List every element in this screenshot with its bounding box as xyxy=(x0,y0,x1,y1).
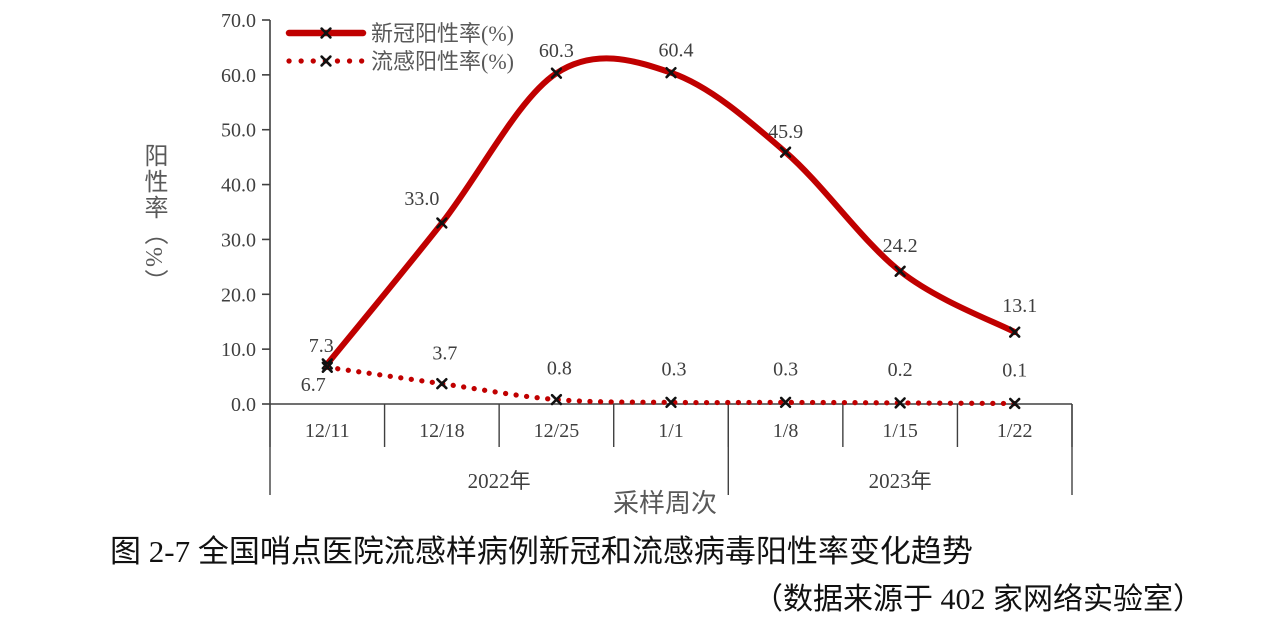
data-label: 7.3 xyxy=(309,335,334,357)
series-marker-0 xyxy=(550,67,563,79)
date-label: 1/1 xyxy=(658,420,684,442)
date-label: 1/15 xyxy=(882,420,918,442)
figure-caption-source: （数据来源于 402 家网络实验室） xyxy=(753,583,1203,616)
y-tick-label: 50.0 xyxy=(221,120,256,142)
data-label: 45.9 xyxy=(768,121,803,143)
series-line-0 xyxy=(324,55,1018,367)
series-marker-0 xyxy=(321,358,333,370)
legend-label: 流感阳性率(%) xyxy=(371,49,514,74)
data-label: 0.3 xyxy=(773,358,798,380)
data-label: 0.3 xyxy=(662,358,687,380)
data-label: 60.3 xyxy=(539,40,574,62)
y-tick-label: 0.0 xyxy=(231,394,256,416)
series-marker-1 xyxy=(665,396,677,409)
series-marker-1 xyxy=(436,378,448,390)
x-axis-title: 采样周次 xyxy=(613,489,717,518)
data-label: 0.8 xyxy=(547,358,572,380)
series-marker-0 xyxy=(436,217,448,229)
series-marker-1 xyxy=(894,397,906,409)
series-marker-0 xyxy=(1009,326,1021,338)
y-tick-label: 40.0 xyxy=(221,175,256,197)
data-label: 33.0 xyxy=(404,188,439,210)
figure-caption-title: 图 2-7 全国哨点医院流感样病例新冠和流感病毒阳性率变化趋势 xyxy=(110,534,973,569)
series-marker-1 xyxy=(779,396,792,409)
data-label: 6.7 xyxy=(301,374,326,396)
y-tick-label: 70.0 xyxy=(221,10,256,32)
y-tick-label: 60.0 xyxy=(221,65,256,87)
year-label: 2022年 xyxy=(468,469,531,493)
series-marker-1 xyxy=(321,361,333,373)
date-label: 1/8 xyxy=(773,420,799,442)
series-marker-0 xyxy=(665,66,677,79)
y-tick-label: 20.0 xyxy=(221,284,256,306)
legend-marker xyxy=(320,27,332,39)
y-axis-title: 阳性率（%） xyxy=(140,143,166,295)
legend-marker xyxy=(320,55,332,67)
legend-label: 新冠阳性率(%) xyxy=(371,21,514,46)
date-label: 12/11 xyxy=(305,420,350,442)
y-tick-label: 30.0 xyxy=(221,229,256,251)
series-marker-1 xyxy=(1009,397,1021,410)
chart: 0.0 10.0 20.0 30.0 40.0 50.0 60.0 70.0 12/11 12/1… xyxy=(221,10,1073,518)
data-label: 0.1 xyxy=(1002,359,1027,381)
data-label: 24.2 xyxy=(883,235,918,257)
series-marker-1 xyxy=(550,393,563,406)
data-label: 13.1 xyxy=(1002,295,1037,317)
series-marker-0 xyxy=(779,146,792,158)
date-label: 12/18 xyxy=(419,420,465,442)
date-label: 1/22 xyxy=(997,420,1033,442)
data-label: 60.4 xyxy=(659,40,694,62)
series-marker-0 xyxy=(894,265,906,277)
year-label: 2023年 xyxy=(869,469,932,493)
data-label: 0.2 xyxy=(888,359,913,381)
data-label: 3.7 xyxy=(432,343,457,365)
date-label: 12/25 xyxy=(534,420,580,442)
y-tick-label: 10.0 xyxy=(221,339,256,361)
